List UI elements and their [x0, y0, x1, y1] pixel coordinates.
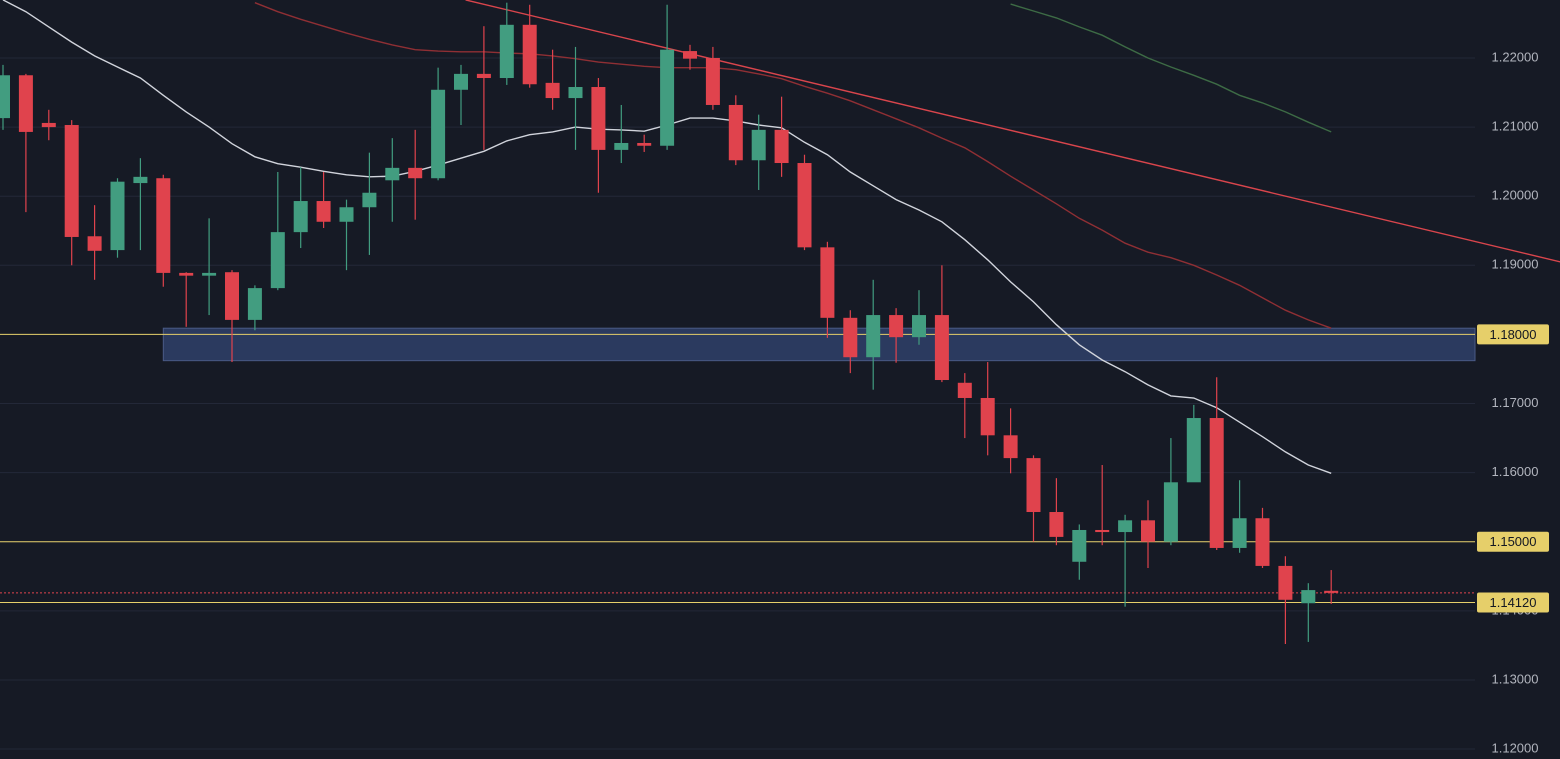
candle-body — [64, 125, 79, 237]
candle-body — [110, 181, 125, 251]
candle-body — [362, 192, 377, 208]
candle-body — [133, 176, 148, 184]
level-label-box — [1477, 531, 1549, 552]
candle-body — [476, 73, 491, 79]
candle-body — [568, 87, 583, 99]
candle-body — [1003, 435, 1018, 459]
level-label: 1.18000 — [1490, 327, 1537, 342]
level-label-box — [1477, 592, 1549, 613]
candle-body — [614, 142, 629, 150]
candle-body — [637, 142, 652, 146]
candle-body — [18, 75, 33, 132]
candle-body — [591, 87, 606, 150]
candle-body — [728, 104, 743, 161]
candle-body — [1232, 518, 1247, 548]
candle-body — [683, 51, 697, 59]
level-label-box — [1477, 324, 1549, 345]
candle-body — [270, 232, 285, 289]
candle-body — [912, 315, 926, 338]
candle-body — [866, 315, 881, 358]
moving-average — [254, 2, 1332, 329]
y-tick-label: 1.16000 — [1492, 464, 1539, 479]
candle-body — [1095, 529, 1110, 533]
candle-body — [1278, 565, 1293, 600]
candle-body — [934, 315, 949, 381]
candle-body — [339, 207, 354, 222]
candle-body — [660, 49, 675, 146]
candle-body — [499, 24, 514, 79]
candle-body — [1141, 520, 1155, 542]
zone — [162, 327, 1476, 362]
trendline — [465, 0, 1560, 263]
candle-body — [1072, 529, 1087, 562]
candle-body — [1026, 458, 1041, 513]
candle-body — [797, 163, 812, 248]
y-tick-label: 1.21000 — [1492, 119, 1539, 134]
level-label: 1.15000 — [1490, 534, 1537, 549]
candle-body — [316, 201, 331, 222]
candle-body — [980, 397, 995, 436]
candle-body — [1163, 482, 1178, 542]
candle-body — [843, 317, 858, 358]
candle-body — [1209, 418, 1224, 548]
candle-body — [87, 236, 102, 251]
candle-body — [431, 89, 446, 179]
candle-body — [293, 201, 308, 233]
candle-body — [889, 315, 904, 338]
candle-body — [1118, 520, 1133, 533]
candle-body — [385, 167, 400, 181]
candle-body — [820, 247, 835, 318]
candle-body — [1049, 512, 1064, 537]
moving-average — [1010, 3, 1332, 133]
candle-body — [0, 75, 10, 119]
candle-body — [156, 178, 171, 273]
candle-body — [522, 24, 537, 85]
candle-body — [247, 288, 262, 320]
candle-body — [408, 167, 423, 179]
candle-body — [225, 272, 239, 320]
candle-body — [1186, 418, 1201, 483]
level-label: 1.14120 — [1490, 595, 1537, 610]
candle-body — [41, 122, 56, 128]
y-tick-label: 1.17000 — [1492, 395, 1539, 410]
candle-body — [1301, 590, 1316, 604]
y-tick-label: 1.12000 — [1492, 740, 1539, 755]
y-tick-label: 1.20000 — [1492, 188, 1539, 203]
candle-body — [957, 382, 972, 398]
candle-body — [705, 57, 720, 105]
candle-body — [454, 73, 468, 90]
y-tick-label: 1.19000 — [1492, 257, 1539, 272]
candle-body — [202, 272, 217, 276]
candle-body — [179, 272, 194, 276]
candle-body — [1255, 518, 1270, 566]
y-tick-label: 1.13000 — [1492, 671, 1539, 686]
candle-body — [751, 129, 766, 161]
candle-body — [774, 129, 789, 164]
candle-body — [545, 82, 560, 99]
y-tick-label: 1.22000 — [1492, 49, 1539, 64]
candle-body — [1324, 590, 1339, 593]
